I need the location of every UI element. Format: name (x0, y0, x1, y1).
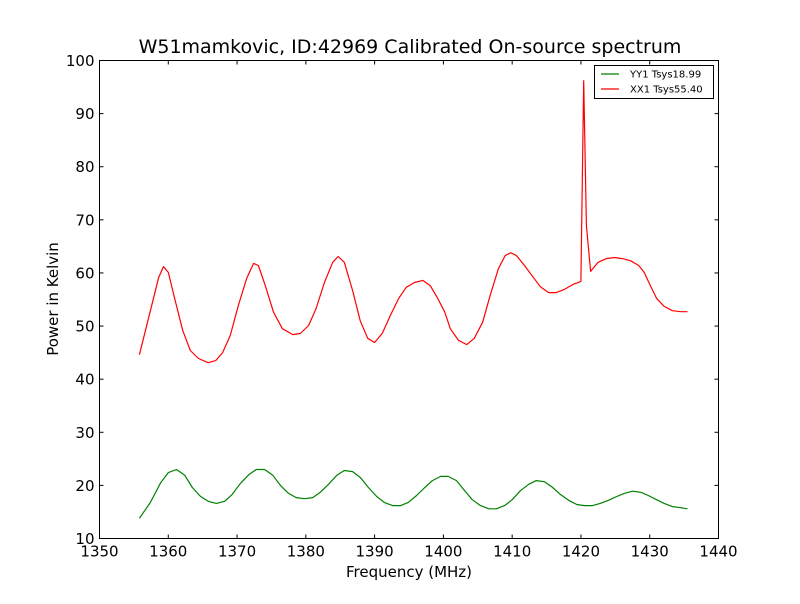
y-axis-label: Power in Kelvin (44, 242, 62, 356)
chart-title: W51mamkovic, ID:42969 Calibrated On-sour… (139, 36, 682, 58)
y-tick-label: 70 (75, 211, 94, 229)
y-tick-label: 20 (75, 477, 94, 495)
x-tick-label: 1360 (149, 543, 187, 561)
y-tick-label: 30 (75, 424, 94, 442)
y-tick-label: 10 (75, 530, 94, 548)
x-tick-label: 1390 (356, 543, 394, 561)
y-tick-label: 40 (75, 371, 94, 389)
legend-box (594, 65, 714, 99)
legend-label-xx1: XX1 Tsys55.40 (630, 85, 703, 96)
axis-ticks: 1350 1360 1370 1380 1390 1400 1410 1420 1430 1440… (66, 52, 738, 561)
x-tick-label: 1380 (287, 543, 325, 561)
x-axis-label: Frequency (MHz) (346, 563, 472, 581)
y-tick-label: 80 (75, 158, 94, 176)
y-tick-label: 50 (75, 318, 94, 336)
series-lines (138, 80, 688, 519)
x-tick-label: 1430 (631, 543, 669, 561)
x-tick-label: 1440 (699, 543, 737, 561)
y-tick-label: 100 (66, 52, 95, 70)
x-tick-label: 1350 (80, 543, 118, 561)
x-tick-label: 1400 (424, 543, 462, 561)
y-tick-label: 60 (75, 264, 94, 282)
legend: YY1 Tsys18.99 XX1 Tsys55.40 (594, 65, 714, 99)
legend-label-yy1: YY1 Tsys18.99 (629, 70, 701, 81)
plot-frame (99, 60, 719, 539)
series-line-yy1 (138, 468, 688, 519)
y-tick-label: 90 (75, 105, 94, 123)
x-tick-label: 1370 (218, 543, 256, 561)
x-tick-label: 1420 (562, 543, 600, 561)
x-tick-label: 1410 (493, 543, 531, 561)
series-line-xx1 (138, 80, 688, 364)
